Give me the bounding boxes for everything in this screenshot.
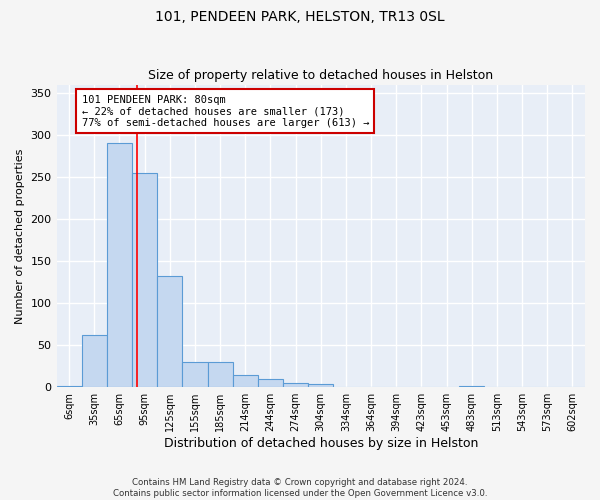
Bar xyxy=(308,384,334,387)
Bar xyxy=(182,362,208,387)
Text: 101, PENDEEN PARK, HELSTON, TR13 0SL: 101, PENDEEN PARK, HELSTON, TR13 0SL xyxy=(155,10,445,24)
Y-axis label: Number of detached properties: Number of detached properties xyxy=(15,148,25,324)
X-axis label: Distribution of detached houses by size in Helston: Distribution of detached houses by size … xyxy=(164,437,478,450)
Title: Size of property relative to detached houses in Helston: Size of property relative to detached ho… xyxy=(148,69,493,82)
Bar xyxy=(132,173,157,387)
Bar xyxy=(107,144,132,387)
Bar xyxy=(157,276,182,387)
Bar xyxy=(459,386,484,387)
Text: 101 PENDEEN PARK: 80sqm
← 22% of detached houses are smaller (173)
77% of semi-d: 101 PENDEEN PARK: 80sqm ← 22% of detache… xyxy=(82,94,369,128)
Bar xyxy=(56,386,82,387)
Bar xyxy=(283,383,308,387)
Bar xyxy=(208,362,233,387)
Bar xyxy=(258,379,283,387)
Bar xyxy=(82,335,107,387)
Text: Contains HM Land Registry data © Crown copyright and database right 2024.
Contai: Contains HM Land Registry data © Crown c… xyxy=(113,478,487,498)
Bar xyxy=(233,374,258,387)
